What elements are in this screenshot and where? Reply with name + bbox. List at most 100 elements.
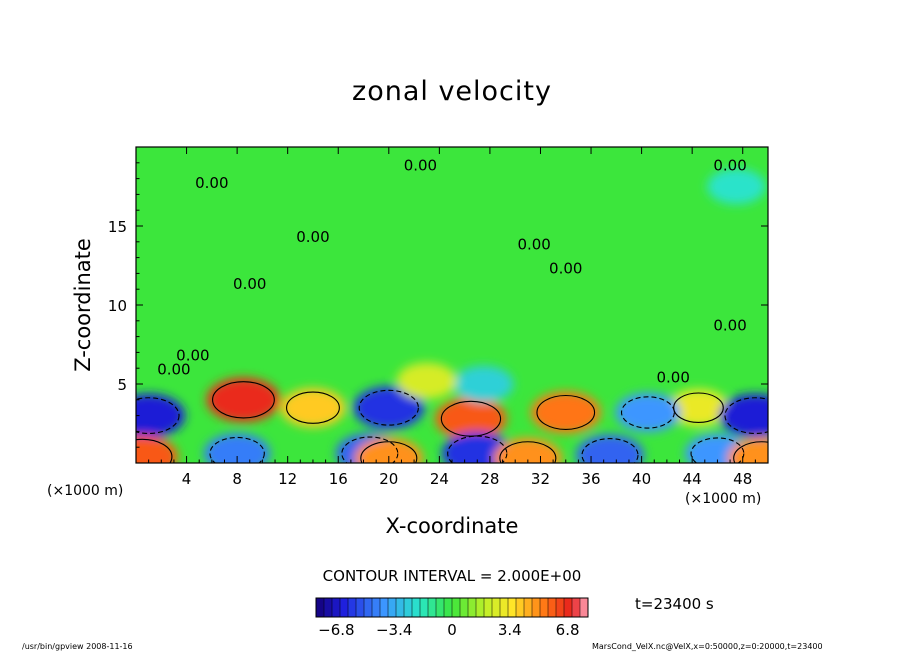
colorbar-cell [460, 598, 469, 617]
colorbar-cell [396, 598, 405, 617]
contour-label: 0.00 [296, 228, 329, 246]
colorbar-cell [332, 598, 341, 617]
contour-label: 0.00 [233, 275, 266, 293]
footer-left: /usr/bin/gpview 2008-11-16 [22, 642, 133, 651]
x-tick-label: 20 [379, 470, 398, 488]
time-label: t=23400 s [635, 595, 714, 613]
contour-label: 0.00 [195, 174, 228, 192]
velocity-feature [354, 437, 423, 463]
velocity-feature [136, 435, 178, 463]
contour-line [136, 397, 180, 434]
x-tick-label: 44 [683, 470, 702, 488]
colorbar-cell [484, 598, 493, 617]
contour-label: 0.00 [549, 259, 582, 277]
colorbar-cell [412, 598, 421, 617]
colorbar-cell [420, 598, 429, 617]
x-tick-label: 4 [182, 470, 192, 488]
colorbar-cell [532, 598, 541, 617]
contour-label: 0.00 [713, 157, 746, 175]
x-unit-label-right: (×1000 m) [685, 491, 762, 507]
contour-line [620, 396, 675, 429]
x-tick-label: 40 [632, 470, 651, 488]
contour-label: 0.00 [517, 236, 550, 254]
colorbar-cell [324, 598, 333, 617]
y-tick-label: 10 [108, 297, 127, 315]
x-unit-label-left: (×1000 m) [47, 483, 124, 499]
contour-label: 0.00 [404, 157, 437, 175]
contour-line [447, 435, 508, 463]
colorbar-cell [500, 598, 509, 617]
velocity-feature [136, 393, 186, 438]
x-tick-label: 48 [733, 470, 752, 488]
contour-line [733, 441, 768, 463]
colorbar-cell [508, 598, 517, 617]
colorbar-cell [372, 598, 381, 617]
velocity-feature [280, 388, 346, 428]
velocity-feature [718, 393, 768, 438]
colorbar-cell [356, 598, 365, 617]
colorbar-cell [492, 598, 501, 617]
colorbar-cell [556, 598, 565, 617]
velocity-feature [530, 391, 601, 434]
contour-line [286, 391, 340, 424]
chart-title: zonal velocity [352, 76, 552, 107]
contour-line [209, 436, 265, 463]
x-tick-label: 28 [480, 470, 499, 488]
x-tick-label: 16 [329, 470, 348, 488]
contour-line [724, 397, 768, 434]
contour-line [341, 436, 399, 463]
colorbar-tick-label: 0 [447, 621, 457, 639]
colorbar-cell [340, 598, 349, 617]
contour-line [690, 437, 745, 463]
colorbar-tick-label: −3.4 [376, 621, 412, 639]
colorbar-cell [380, 598, 389, 617]
contour-label: 0.00 [157, 361, 190, 379]
colorbar-cell [524, 598, 533, 617]
x-tick-label: 12 [278, 470, 297, 488]
velocity-feature [435, 397, 507, 441]
contour-line [136, 438, 173, 463]
contour-line [581, 438, 639, 463]
colorbar-cell [404, 598, 413, 617]
colorbar-cell [516, 598, 525, 617]
x-tick-label: 24 [430, 470, 449, 488]
velocity-feature [493, 437, 562, 463]
contour-interval-label: CONTOUR INTERVAL = 2.000E+00 [322, 567, 582, 585]
contour-line [212, 381, 275, 419]
colorbar-cell [476, 598, 485, 617]
contour-label: 0.00 [176, 346, 209, 364]
velocity-feature [667, 389, 730, 427]
velocity-feature [206, 377, 281, 422]
colorbar-cell [540, 598, 549, 617]
colorbar-cell [572, 598, 581, 617]
colorbar-frame [315, 597, 589, 618]
contour-label: 0.00 [713, 316, 746, 334]
contour-line [358, 389, 419, 426]
x-tick-label: 36 [581, 470, 600, 488]
velocity-feature [396, 362, 457, 400]
colorbar-cell [452, 598, 461, 617]
colorbar-cell [388, 598, 397, 617]
y-tick-label: 5 [117, 376, 127, 394]
velocity-feature [707, 168, 766, 205]
colorbar-cell [436, 598, 445, 617]
x-tick-label: 32 [531, 470, 550, 488]
colorbar-cell [564, 598, 573, 617]
colorbar-cell [428, 598, 437, 617]
colorbar-tick-label: 6.8 [556, 621, 580, 639]
y-tick-label: 15 [108, 218, 127, 236]
colorbar-cell [364, 598, 373, 617]
colorbar-tick-label: −6.8 [318, 621, 354, 639]
x-tick-label: 8 [232, 470, 242, 488]
velocity-feature [203, 433, 271, 463]
colorbar-tick-label: 3.4 [498, 621, 522, 639]
colorbar-cell [548, 598, 557, 617]
contour-label: 0.00 [656, 368, 689, 386]
colorbar-cell [444, 598, 453, 617]
contour-line [499, 441, 557, 463]
contour-line [536, 394, 596, 430]
colorbar-cell [468, 598, 477, 617]
colorbar-cell [316, 598, 325, 617]
footer-right: MarsCond_VelX.nc@VelX,x=0:50000,z=0:2000… [592, 642, 823, 651]
